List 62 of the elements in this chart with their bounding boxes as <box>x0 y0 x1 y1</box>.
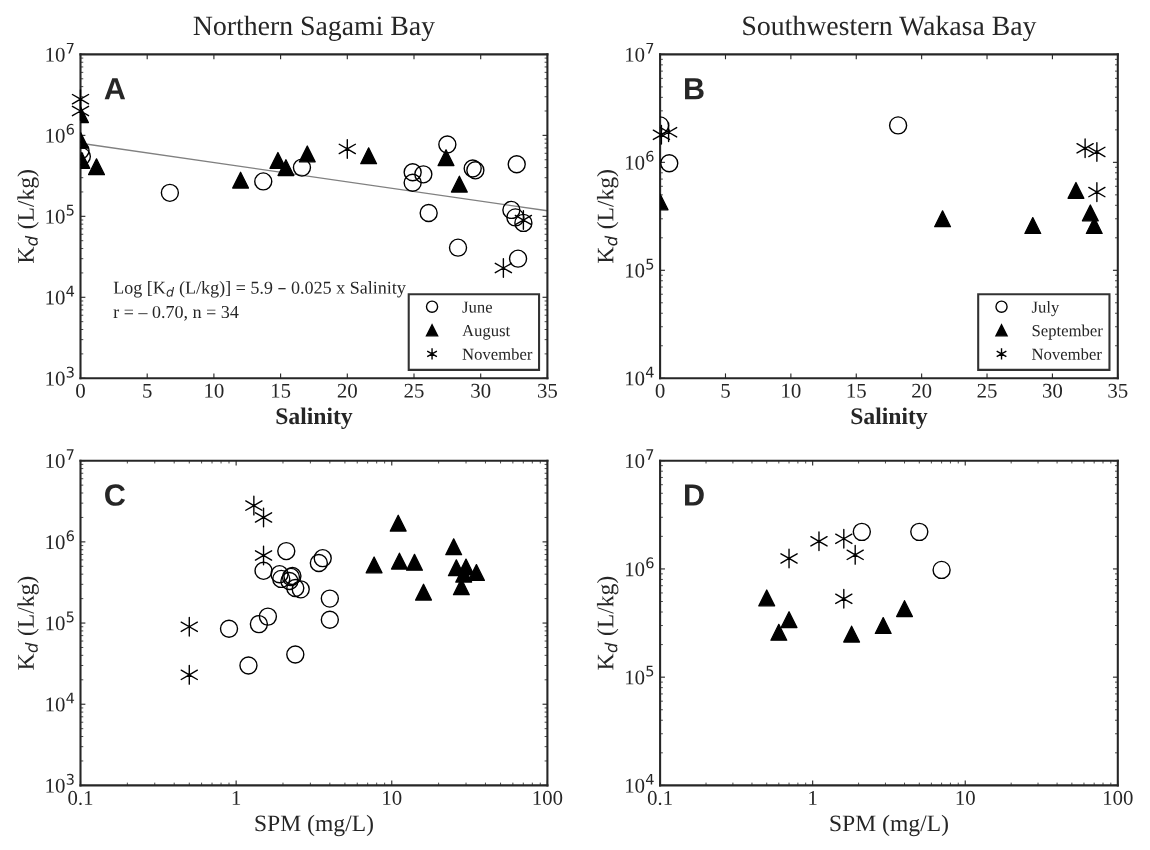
legend-label: September <box>1032 324 1103 340</box>
x-tick-label: 100 <box>533 790 563 805</box>
y-tick-label: 10$^{4}$ <box>46 285 75 305</box>
legend-label: November <box>1032 348 1102 360</box>
y-tick-label: 10$^{6}$ <box>46 123 74 143</box>
y-tick-label: 10$^{7}$ <box>626 449 654 469</box>
x-tick-label: 20 <box>337 383 357 398</box>
x-tick-label: 35 <box>1108 383 1128 398</box>
y-tick-label: 10$^{5}$ <box>626 258 654 278</box>
x-axis-title: Salinity <box>851 407 928 430</box>
annotation: A <box>104 78 126 100</box>
x-tick-label: 35 <box>537 383 557 398</box>
y-tick-label: 10$^{7}$ <box>46 449 74 469</box>
x-tick-label: 100 <box>1104 790 1133 805</box>
x-tick-label: 15 <box>847 383 866 398</box>
x-tick-label: 10 <box>782 383 801 398</box>
x-tick-label: 5 <box>143 383 152 398</box>
y-axis-title: K$_{d}$ (L/kg) <box>17 576 39 670</box>
x-tick-label: 25 <box>977 383 997 398</box>
legend-label: August <box>462 325 511 340</box>
y-tick-label: 10$^{7}$ <box>626 42 654 62</box>
y-axis-title: K$_{d}$ (L/kg) <box>596 170 619 263</box>
y-tick-label: 10$^{4}$ <box>626 366 654 386</box>
legend-label: July <box>1031 300 1060 317</box>
legend-label: June <box>462 301 493 313</box>
x-tick-label: 10 <box>383 790 402 805</box>
x-axis-title: SPM (mg/L) <box>830 814 948 837</box>
x-tick-label: 0 <box>76 383 85 398</box>
x-axis-title: Salinity <box>276 407 353 430</box>
y-tick-label: 10$^{3}$ <box>46 366 74 386</box>
x-tick-label: 30 <box>471 383 491 398</box>
y-tick-label: 10$^{6}$ <box>626 150 654 170</box>
x-tick-label: 10 <box>205 383 224 398</box>
annotation: B <box>685 78 704 100</box>
y-tick-label: 10$^{4}$ <box>46 692 75 712</box>
y-tick-label: 10$^{5}$ <box>626 665 654 685</box>
y-tick-label: 10$^{5}$ <box>46 611 74 631</box>
x-tick-label: 0 <box>655 383 665 398</box>
annotation: r = – 0.70, n = 34 <box>113 305 239 321</box>
annotation: Log [K$_{d}$ (L/kg)] = 5.9 – 0.025 x Salinity <box>113 281 406 298</box>
x-tick-label: 1 <box>232 790 241 805</box>
x-tick-label: 20 <box>912 383 932 398</box>
y-tick-label: 10$^{6}$ <box>626 557 654 577</box>
x-tick-label: 10 <box>956 790 975 805</box>
annotation: D <box>685 484 704 506</box>
y-tick-label: 10$^{6}$ <box>46 530 74 550</box>
chart-title: Southwestern Wakasa Bay <box>743 15 1037 41</box>
x-tick-label: 1 <box>809 790 817 805</box>
x-tick-label: 25 <box>404 383 424 398</box>
y-axis-title: K$_{d}$ (L/kg) <box>596 576 619 670</box>
chart-title: Northern Sagami Bay <box>193 15 435 41</box>
annotation: C <box>105 484 126 506</box>
x-tick-label: 30 <box>1042 383 1063 398</box>
x-tick-label: 0.1 <box>68 790 93 806</box>
legend-label: November <box>462 348 533 360</box>
y-axis-title: K$_{d}$ (L/kg) <box>17 170 39 263</box>
y-tick-label: 10$^{5}$ <box>46 204 74 224</box>
x-tick-label: 15 <box>272 383 291 398</box>
x-tick-label: 0.1 <box>647 790 672 806</box>
x-tick-label: 5 <box>721 383 730 398</box>
y-tick-label: 10$^{7}$ <box>46 42 74 62</box>
x-axis-title: SPM (mg/L) <box>255 814 373 837</box>
